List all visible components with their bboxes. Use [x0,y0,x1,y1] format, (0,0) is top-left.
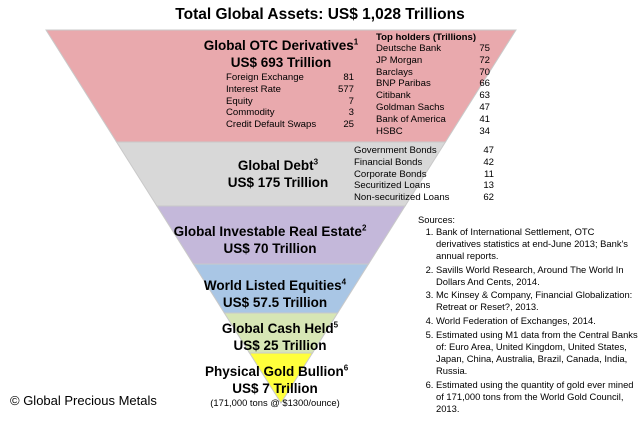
layer-name: World Listed Equities [203,278,342,293]
layer-amount: US$ 175 Trillion [227,175,329,190]
debt-breakdown-table: Government Bonds 47 Financial Bonds 42 Cor… [354,145,494,204]
footnote-ref: 6 [343,363,349,373]
layer-derivatives-label: Global OTC Derivatives1 US$ 693 Trillion [196,37,366,71]
footnote-ref: 2 [361,223,367,233]
source-item: Estimated using M1 data from the Central… [436,329,638,377]
layer-amount: US$ 70 Trillion [223,241,317,256]
footnote-ref: 3 [313,157,319,167]
layer-debt-label: Global Debt3 US$ 175 Trillion [198,157,358,191]
footnote-ref: 5 [333,320,339,330]
sources-block: Sources: Bank of International Settlemen… [418,214,638,417]
sources-list: Bank of International Settlement, OTC de… [418,226,638,415]
layer-equities-label: World Listed Equities4 US$ 57.5 Trillion [200,277,350,311]
top-holders-table: Deutsche Bank 75 JP Morgan 72 Barclays 70 B… [376,43,490,137]
source-item: World Federation of Exchanges, 2014. [436,315,638,327]
layer-name: Global Debt [237,158,314,173]
layer-amount: US$ 25 Trillion [233,338,327,353]
layer-gold-band [248,352,314,404]
footnote-ref: 4 [341,277,347,287]
derivatives-breakdown-table: Foreign Exchange 81 Interest Rate 577 Equi… [226,72,354,131]
layer-name: Global Investable Real Estate [173,224,362,239]
copyright-notice: © Global Precious Metals [10,393,157,408]
gold-note: (171,000 tons @ $1300/ounce) [210,397,340,408]
source-item: Bank of International Settlement, OTC de… [436,226,638,262]
layer-amount: US$ 57.5 Trillion [222,295,328,310]
source-item: Estimated using the quantity of gold eve… [436,379,638,415]
page-title: Total Global Assets: US$ 1,028 Trillions [175,6,465,23]
layer-cash-label: Global Cash Held5 US$ 25 Trillion [215,320,345,354]
layer-real-estate-label: Global Investable Real Estate2 US$ 70 Tr… [170,223,370,257]
sources-label: Sources: [418,214,455,225]
source-item: Mc Kinsey & Company, Financial Globaliza… [436,289,638,313]
footnote-ref: 1 [353,37,359,47]
layer-name: Physical Gold Bullion [205,364,344,379]
layer-gold-label: Physical Gold Bullion6 US$ 7 Trillion [205,363,349,397]
layer-amount: US$ 7 Trillion [232,381,318,396]
top-holders-header: Top holders (Trillions) [376,32,477,43]
source-item: Savills World Research, Around The World… [436,264,638,288]
layer-name: Global OTC Derivatives [203,38,354,53]
layer-amount: US$ 693 Trillion [230,55,332,70]
layer-name: Global Cash Held [221,321,334,336]
